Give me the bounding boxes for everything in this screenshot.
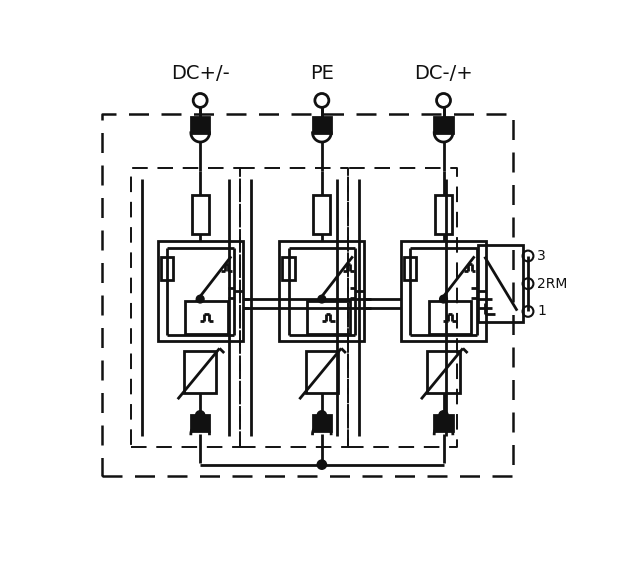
Bar [192,195,208,233]
Bar [161,257,173,280]
Bar [404,257,416,280]
Bar [313,195,330,233]
Bar [434,117,453,133]
Bar [435,195,452,233]
Bar [279,241,364,342]
Text: 3: 3 [538,249,546,263]
Text: DC-/+: DC-/+ [414,65,473,84]
Circle shape [439,411,448,420]
Circle shape [317,411,327,420]
Circle shape [317,460,327,469]
Text: PE: PE [310,65,334,84]
Bar [429,301,472,334]
Circle shape [440,295,447,303]
Circle shape [195,411,205,420]
Bar [313,415,331,431]
Bar [401,241,486,342]
Text: 2RM: 2RM [538,277,568,291]
Bar [306,351,338,393]
Text: 1: 1 [538,305,546,319]
Text: DC+/-: DC+/- [171,65,230,84]
Bar [191,117,210,133]
Bar [307,301,350,334]
Bar [185,301,228,334]
Bar [191,415,210,431]
Bar [283,257,295,280]
Bar [434,415,453,431]
Circle shape [197,295,204,303]
Bar [427,351,460,393]
Bar [158,241,243,342]
Bar [479,245,523,322]
Bar [313,117,331,133]
Circle shape [318,295,326,303]
Bar [184,351,217,393]
